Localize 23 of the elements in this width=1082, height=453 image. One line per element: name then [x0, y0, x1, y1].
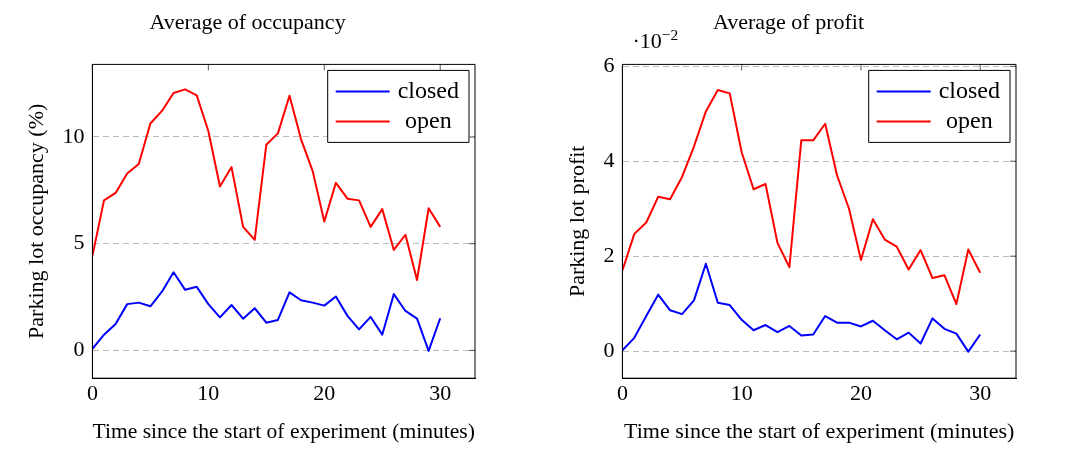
- y-tick-label: 5: [73, 229, 85, 255]
- legend-label: open: [946, 106, 993, 133]
- y-axis-title: Parking lot occupancy (%): [22, 103, 48, 339]
- x-tick-label: 20: [313, 380, 336, 406]
- y-tick-label: 10: [62, 122, 85, 148]
- chart-title: Average of occupancy: [149, 8, 346, 34]
- y-tick-label: 0: [603, 336, 615, 362]
- legend-label: open: [405, 106, 452, 133]
- legend-label: closed: [397, 76, 459, 103]
- y-tick-label: 6: [603, 52, 615, 78]
- x-tick-label: 20: [849, 380, 872, 406]
- y-axis-title: Parking lot profit: [563, 145, 589, 298]
- x-tick-label: 30: [429, 380, 452, 406]
- x-axis-title: Time since the start of experiment (minutes): [92, 418, 475, 443]
- x-tick-label: 10: [197, 380, 220, 406]
- y-tick-label: 4: [603, 147, 615, 173]
- chart-title: Average of profit: [712, 8, 865, 34]
- y-tick-label: 0: [73, 336, 85, 362]
- y-tick-label: 2: [603, 241, 615, 267]
- x-tick-label: 10: [730, 380, 753, 406]
- x-tick-label: 30: [969, 380, 992, 406]
- legend-label: closed: [938, 76, 1000, 103]
- x-axis-title: Time since the start of experiment (minutes): [624, 417, 1015, 443]
